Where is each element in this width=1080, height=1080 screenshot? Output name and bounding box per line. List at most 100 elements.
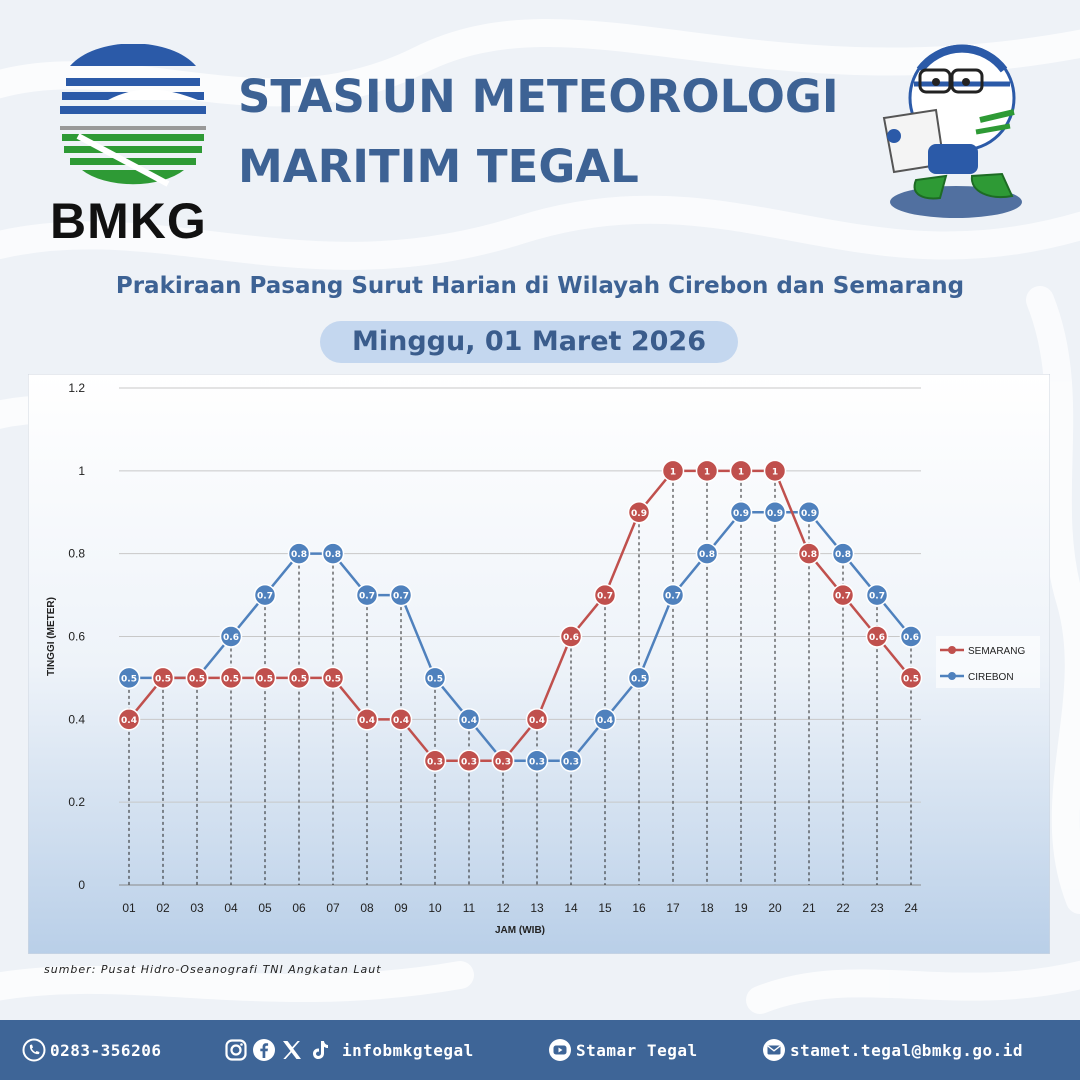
data-label-semarang: 0.5 — [291, 674, 307, 684]
y-tick-label: 1 — [78, 464, 85, 478]
data-label-semarang: 0.3 — [461, 757, 477, 767]
data-label-semarang: 0.4 — [359, 716, 375, 726]
data-point-semarang — [151, 666, 175, 690]
x-tick-label: 12 — [496, 901, 510, 915]
data-label-cirebon: 0.8 — [699, 550, 715, 560]
data-point-cirebon — [831, 542, 855, 565]
data-label-semarang: 0.3 — [427, 757, 443, 767]
data-label-cirebon: 0.3 — [563, 757, 579, 767]
data-label-cirebon: 0.8 — [291, 550, 307, 560]
x-tick-label: 05 — [258, 901, 272, 915]
data-point-semarang — [627, 501, 651, 524]
y-tick-label: 1.2 — [68, 381, 85, 395]
data-point-cirebon — [661, 583, 685, 607]
data-label-cirebon: 0.8 — [835, 550, 851, 560]
data-point-semarang — [797, 542, 821, 565]
x-tick-label: 24 — [904, 901, 918, 915]
legend-swatch-marker — [948, 646, 956, 654]
youtube-icon — [549, 1039, 571, 1061]
bmkg-logo-text: BMKG — [50, 193, 207, 249]
data-point-semarang — [525, 708, 549, 731]
footer-youtube[interactable]: Stamar Tegal — [548, 1020, 698, 1080]
phone-number: 0283-356206 — [50, 1040, 162, 1060]
data-point-cirebon — [627, 666, 651, 690]
data-point-cirebon — [219, 625, 243, 648]
data-point-semarang — [389, 708, 413, 731]
x-tick-label: 06 — [292, 901, 306, 915]
footer-email[interactable]: stamet.tegal@bmkg.go.id — [762, 1020, 1023, 1080]
x-tick-label: 11 — [463, 901, 476, 915]
data-label-semarang: 0.5 — [257, 674, 273, 684]
data-point-cirebon — [389, 583, 413, 607]
x-tick-label: 18 — [700, 901, 714, 915]
footer-social[interactable]: infobmkgtegal — [224, 1020, 474, 1080]
data-point-cirebon — [117, 666, 141, 690]
data-label-cirebon: 0.5 — [121, 674, 137, 684]
data-label-semarang: 0.4 — [393, 716, 409, 726]
footer-bar: 0283-356206 infobmkgtegal Stamar Tegal — [0, 1020, 1080, 1080]
data-label-cirebon: 0.7 — [393, 592, 409, 602]
data-label-cirebon: 0.8 — [325, 550, 341, 560]
tide-chart: 0 0.2 0.4 0.6 0.8 1 1.2 01 02 03 04 05 06 07 08 09 10 11 1… — [27, 373, 1051, 955]
data-label-semarang: 0.6 — [563, 633, 579, 643]
x-tick-label: 14 — [564, 901, 578, 915]
y-tick-label: 0.6 — [68, 630, 85, 644]
data-point-cirebon — [865, 583, 889, 607]
data-point-cirebon — [559, 749, 583, 772]
data-label-semarang: 0.5 — [903, 674, 919, 684]
data-label-semarang: 0.7 — [597, 592, 613, 602]
y-tick-label: 0.4 — [68, 712, 85, 726]
data-point-cirebon — [355, 583, 379, 607]
x-tick-label: 02 — [156, 901, 170, 915]
data-point-semarang — [763, 459, 787, 483]
data-label-semarang: 0.3 — [495, 757, 511, 767]
data-label-cirebon: 0.5 — [427, 674, 443, 684]
data-label-cirebon: 0.7 — [869, 592, 885, 602]
data-label-semarang: 1 — [704, 467, 710, 477]
data-label-cirebon: 0.6 — [223, 633, 239, 643]
data-point-semarang — [899, 666, 923, 690]
x-tick-label: 08 — [360, 901, 374, 915]
data-label-semarang: 0.8 — [801, 550, 817, 560]
data-label-semarang: 0.5 — [325, 674, 341, 684]
data-label-cirebon: 0.5 — [631, 674, 647, 684]
data-label-cirebon: 0.7 — [665, 592, 681, 602]
data-point-semarang — [491, 749, 515, 772]
data-label-cirebon: 0.7 — [257, 592, 273, 602]
data-label-semarang: 0.5 — [189, 674, 205, 684]
source-note: sumber: Pusat Hidro-Oseanografi TNI Angk… — [44, 963, 382, 976]
footer-phone[interactable]: 0283-356206 — [22, 1020, 161, 1080]
page-title: STASIUN METEOROLOGI MARITIM TEGAL — [238, 62, 839, 202]
data-label-cirebon: 0.9 — [733, 509, 749, 519]
x-tick-label: 20 — [768, 901, 782, 915]
x-tick-label: 16 — [632, 901, 646, 915]
data-point-semarang — [831, 583, 855, 607]
data-label-cirebon: 0.3 — [529, 757, 545, 767]
email-address: stamet.tegal@bmkg.go.id — [790, 1040, 1024, 1060]
data-point-semarang — [253, 666, 277, 690]
y-tick-label: 0 — [78, 878, 85, 892]
x-tick-label: 03 — [190, 901, 204, 915]
data-label-semarang: 0.7 — [835, 592, 851, 602]
x-tick-label: 15 — [598, 901, 612, 915]
legend-swatch-marker — [948, 672, 956, 680]
y-tick-label: 0.8 — [68, 547, 85, 561]
mascot-illustration — [882, 44, 1022, 218]
x-tick-label: 19 — [734, 901, 748, 915]
data-label-cirebon: 0.7 — [359, 592, 375, 602]
x-tick-label: 17 — [666, 901, 680, 915]
data-point-cirebon — [763, 501, 787, 524]
x-axis-label: JAM (WIB) — [495, 925, 545, 936]
data-point-semarang — [117, 708, 141, 731]
data-point-semarang — [559, 625, 583, 648]
email-icon — [763, 1039, 785, 1061]
data-point-semarang — [729, 459, 753, 483]
social-handle: infobmkgtegal — [342, 1040, 474, 1060]
data-point-semarang — [355, 708, 379, 731]
data-point-cirebon — [729, 501, 753, 524]
data-point-semarang — [321, 666, 345, 690]
title-line-2: MARITIM TEGAL — [238, 140, 639, 193]
data-point-semarang — [661, 459, 685, 483]
x-tick-label: 10 — [428, 901, 442, 915]
subtitle: Prakiraan Pasang Surut Harian di Wilayah… — [115, 273, 965, 299]
